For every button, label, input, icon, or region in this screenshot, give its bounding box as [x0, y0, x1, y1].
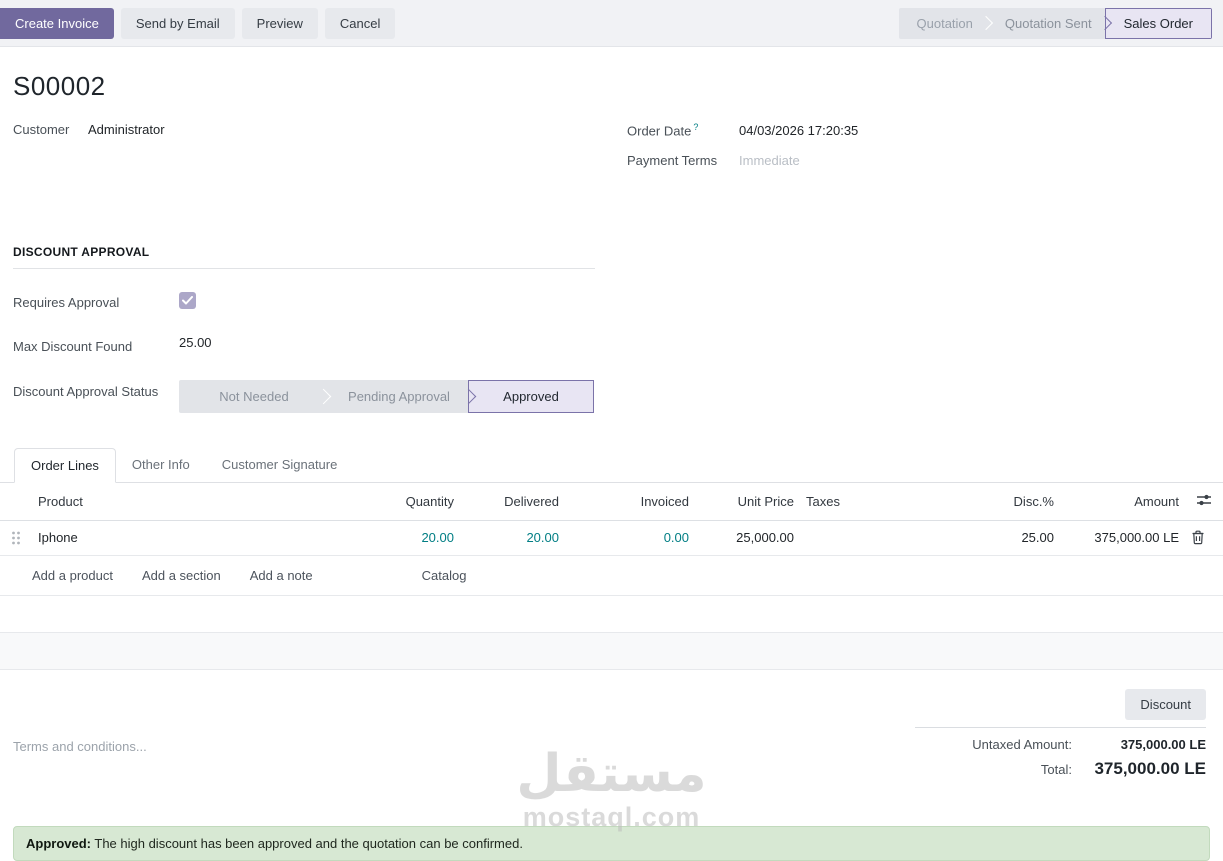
cell-taxes[interactable]: [800, 529, 945, 547]
col-taxes[interactable]: Taxes: [806, 493, 840, 509]
status-option-not-needed[interactable]: Not Needed: [219, 388, 289, 404]
status-option-approved[interactable]: Approved: [468, 379, 594, 413]
handle-column: [0, 491, 32, 511]
add-section-link[interactable]: Add a section: [141, 567, 221, 583]
max-discount-value[interactable]: 25.00: [179, 335, 212, 351]
status-step-sales-order[interactable]: Sales Order: [1104, 7, 1212, 39]
discount-approval-status-field: Discount Approval Status Not Needed Pend…: [13, 379, 595, 413]
catalog-link[interactable]: Catalog: [421, 567, 467, 583]
col-unit-price[interactable]: Unit Price: [737, 493, 794, 509]
cell-product[interactable]: Iphone: [38, 530, 78, 546]
status-option-pending-approval[interactable]: Pending Approval: [348, 388, 450, 404]
col-disc[interactable]: Disc.%: [1013, 493, 1054, 509]
drag-handle[interactable]: [0, 521, 32, 555]
order-date-field: Order Date? 04/03/2026 17:20:35: [627, 122, 1223, 138]
customer-value[interactable]: Administrator: [88, 122, 165, 137]
order-line-row[interactable]: Iphone 20.00 20.00 0.00 25,000.00 25.00 …: [0, 521, 1223, 556]
add-product-link[interactable]: Add a product: [32, 567, 113, 583]
cell-delivered[interactable]: 20.00: [526, 530, 559, 546]
col-amount[interactable]: Amount: [1134, 493, 1179, 509]
payment-terms-value[interactable]: Immediate: [739, 153, 800, 169]
tab-customer-signature[interactable]: Customer Signature: [221, 456, 338, 472]
empty-row: [0, 596, 1223, 633]
max-discount-field: Max Discount Found 25.00: [13, 335, 595, 357]
total-row: Total: 375,000.00 LE: [915, 759, 1206, 779]
create-invoice-button[interactable]: Create Invoice: [0, 7, 114, 39]
discount-button[interactable]: Discount: [1125, 688, 1206, 720]
requires-approval-checkbox[interactable]: [179, 292, 196, 310]
bottom-zone: Terms and conditions... Untaxed Amount: …: [13, 726, 1223, 786]
status-pipeline: Quotation Quotation Sent Sales Order: [898, 7, 1212, 39]
drag-handle-icon: [12, 531, 20, 545]
col-invoiced[interactable]: Invoiced: [640, 493, 689, 509]
section-title: DISCOUNT APPROVAL: [13, 245, 595, 270]
trash-icon: [1192, 530, 1204, 545]
discount-button-area: Discount: [13, 670, 1223, 720]
customer-field: Customer Administrator: [13, 122, 627, 137]
terms-and-conditions-input[interactable]: Terms and conditions...: [13, 738, 147, 754]
table-footer-links: Add a product Add a section Add a note C…: [0, 556, 1223, 596]
send-by-email-button[interactable]: Send by Email: [120, 7, 235, 39]
optional-columns-button[interactable]: [1185, 483, 1223, 520]
form-sheet: S00002 Customer Administrator Order Date…: [0, 71, 1223, 861]
tab-other-info[interactable]: Other Info: [131, 456, 190, 472]
empty-row: [0, 632, 1223, 670]
col-quantity[interactable]: Quantity: [405, 493, 454, 509]
cell-invoiced[interactable]: 0.00: [663, 530, 689, 546]
notebook-tabs: Order Lines Other Info Customer Signatur…: [0, 447, 1223, 483]
status-step-quotation[interactable]: Quotation: [916, 15, 973, 31]
add-note-link[interactable]: Add a note: [249, 567, 313, 583]
discount-approval-section: DISCOUNT APPROVAL Requires Approval Max …: [13, 245, 595, 413]
untaxed-amount-row: Untaxed Amount: 375,000.00 LE: [915, 737, 1206, 752]
cell-amount[interactable]: 375,000.00 LE: [1094, 530, 1179, 546]
discount-status-widget: Not Needed Pending Approval Approved: [179, 379, 594, 413]
banner-title: Approved:: [26, 835, 91, 851]
order-date-label: Order Date?: [627, 122, 699, 139]
cancel-button[interactable]: Cancel: [324, 7, 396, 39]
untaxed-amount-value: 375,000.00 LE: [1120, 736, 1206, 752]
order-lines-table: Product Quantity Delivered Invoiced Unit…: [0, 483, 1223, 670]
tab-order-lines[interactable]: Order Lines: [14, 447, 116, 483]
requires-approval-field: Requires Approval: [13, 291, 595, 313]
delete-line-button[interactable]: [1185, 521, 1223, 554]
payment-terms-label: Payment Terms: [627, 153, 718, 169]
approval-success-banner: Approved: The high discount has been app…: [13, 825, 1210, 861]
top-fields: Customer Administrator Order Date? 04/03…: [13, 122, 1223, 183]
sliders-icon: [1197, 494, 1211, 505]
customer-label: Customer: [13, 122, 70, 137]
preview-button[interactable]: Preview: [241, 7, 318, 39]
max-discount-label: Max Discount Found: [13, 339, 133, 355]
cell-quantity[interactable]: 20.00: [421, 530, 454, 546]
payment-terms-field: Payment Terms Immediate: [627, 153, 1223, 168]
page-title: S00002: [13, 71, 106, 101]
cell-unit-price[interactable]: 25,000.00: [736, 530, 794, 546]
toolbar: Create Invoice Send by Email Preview Can…: [0, 0, 1223, 47]
total-label: Total:: [1040, 761, 1072, 777]
total-value: 375,000.00 LE: [1094, 758, 1206, 778]
totals-block: Untaxed Amount: 375,000.00 LE Total: 375…: [915, 726, 1206, 786]
discount-approval-status-label: Discount Approval Status: [13, 383, 159, 399]
untaxed-amount-label: Untaxed Amount:: [972, 736, 1072, 752]
toolbar-actions: Create Invoice Send by Email Preview Can…: [0, 7, 396, 39]
col-delivered[interactable]: Delivered: [504, 493, 559, 509]
order-date-value[interactable]: 04/03/2026 17:20:35: [739, 123, 859, 139]
col-product[interactable]: Product: [38, 493, 83, 509]
table-header-row: Product Quantity Delivered Invoiced Unit…: [0, 483, 1223, 521]
help-icon: ?: [693, 122, 699, 132]
status-step-quotation-sent[interactable]: Quotation Sent: [1004, 15, 1092, 31]
requires-approval-label: Requires Approval: [13, 295, 120, 311]
banner-message: The high discount has been approved and …: [91, 835, 523, 851]
checkmark-icon: [182, 296, 193, 305]
cell-disc[interactable]: 25.00: [1021, 530, 1054, 546]
